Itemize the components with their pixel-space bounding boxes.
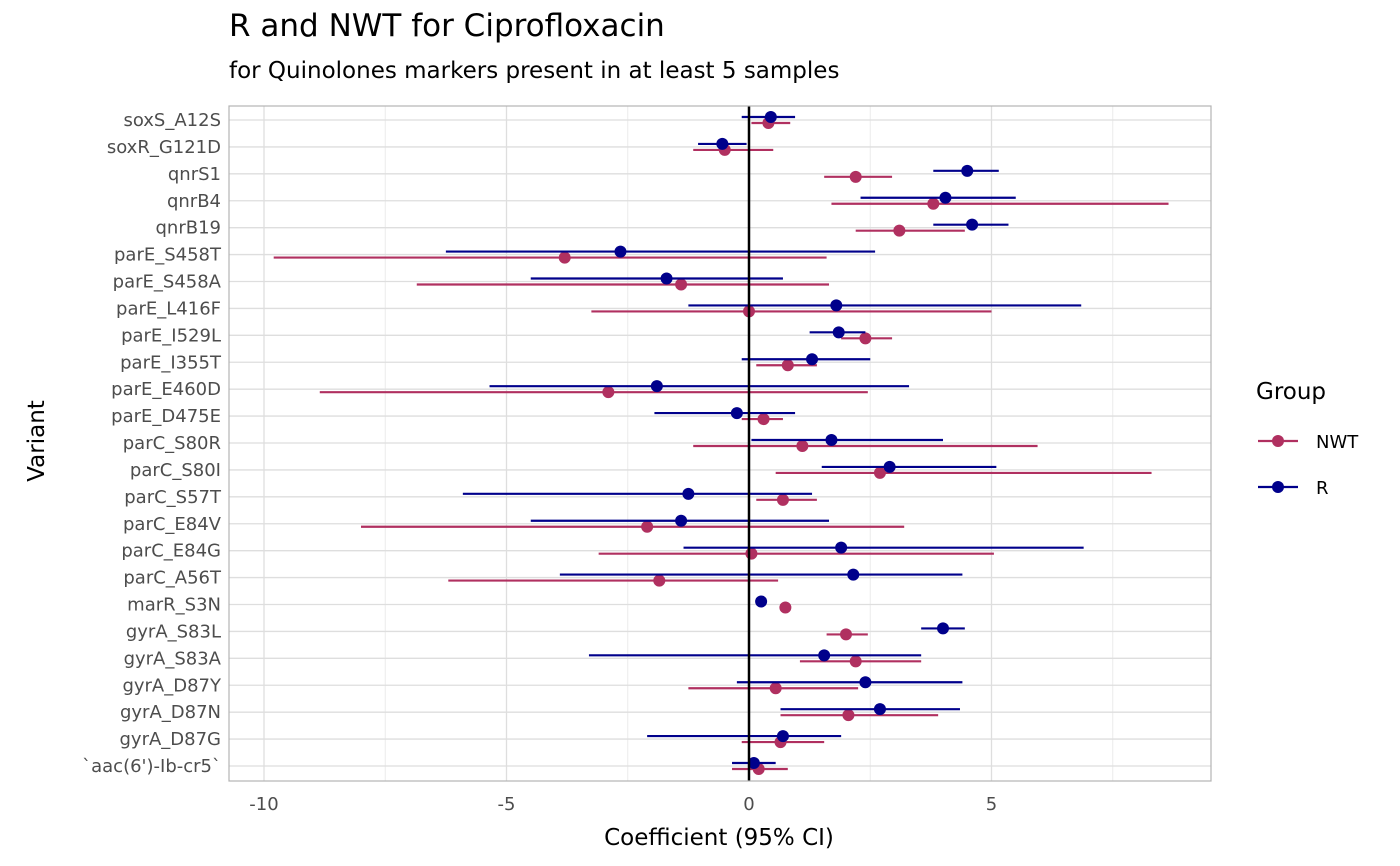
point-nwt (745, 547, 758, 560)
point-r (835, 541, 848, 554)
point-r (825, 434, 838, 446)
point-r (747, 757, 760, 769)
y-tick-label: qnrS1 (168, 164, 221, 185)
y-tick-label: soxR_G121D (107, 137, 221, 158)
point-r (764, 111, 777, 123)
point-nwt (927, 197, 940, 210)
y-tick-label: soxS_A12S (123, 110, 221, 131)
point-r (937, 622, 949, 635)
y-tick-label: parC_S57T (124, 487, 222, 508)
point-r (966, 218, 979, 231)
point-r (961, 164, 974, 177)
point-r (830, 299, 843, 312)
point-r (873, 703, 886, 716)
y-tick-label: parE_D475E (111, 406, 221, 427)
point-r (776, 730, 789, 743)
point-r (832, 326, 845, 339)
chart-title: R and NWT for Ciprofloxacin (229, 8, 665, 44)
point-nwt (796, 440, 809, 452)
x-tick-label: -5 (498, 794, 516, 815)
point-nwt (873, 466, 886, 479)
x-axis-title: Coefficient (95% CI) (604, 825, 834, 851)
point-nwt (641, 520, 654, 533)
legend-label: R (1316, 478, 1329, 499)
point-r (939, 191, 952, 204)
y-tick-label: gyrA_S83L (126, 621, 221, 642)
point-nwt (757, 413, 770, 426)
point-nwt (893, 224, 906, 237)
point-nwt (602, 386, 615, 399)
point-nwt (675, 278, 688, 291)
point-nwt (849, 170, 862, 183)
y-tick-label: parC_S80R (123, 433, 221, 454)
y-tick-label: gyrA_D87Y (122, 675, 222, 696)
point-nwt (776, 493, 789, 506)
point-nwt (769, 682, 782, 695)
point-r (883, 460, 896, 473)
legend-key-point (1272, 435, 1284, 447)
y-tick-label: gyrA_D87N (120, 702, 221, 723)
point-r (682, 487, 695, 500)
x-tick-label: -10 (249, 794, 278, 815)
plot-panel: soxS_A12S soxR_G121D qnrS1 qnrB4 qnrB19 parE_… (82, 105, 1212, 815)
y-tick-label: `aac(6')-Ib-cr5` (82, 756, 221, 777)
legend-label: NWT (1316, 432, 1359, 453)
point-nwt (653, 574, 666, 587)
y-tick-label: parE_E460D (111, 379, 221, 400)
legend-key-point (1272, 481, 1284, 493)
chart-subtitle: for Quinolones markers present in at lea… (229, 58, 840, 84)
y-tick-label: parE_L416F (116, 298, 221, 319)
y-tick-label: gyrA_S83A (124, 648, 222, 669)
y-tick-label: parE_I355T (120, 352, 222, 373)
point-r (818, 649, 831, 662)
y-tick-label: gyrA_D87G (119, 729, 221, 750)
point-r (730, 407, 743, 420)
point-r (716, 137, 729, 150)
point-nwt (781, 359, 794, 372)
x-tick-label: 0 (743, 794, 754, 815)
point-r (614, 245, 627, 258)
y-tick-label: parC_S80I (130, 460, 221, 481)
point-nwt (842, 709, 855, 722)
y-axis-title: Variant (24, 400, 50, 482)
y-tick-label: parE_S458T (114, 245, 222, 266)
point-r (675, 514, 688, 527)
point-r (650, 380, 663, 393)
point-r (806, 353, 819, 366)
x-tick-label: 5 (986, 794, 997, 815)
point-r (660, 272, 673, 285)
point-nwt (840, 628, 852, 641)
point-r (755, 595, 768, 608)
y-tick-label: parE_I529L (121, 325, 221, 346)
point-r (847, 568, 860, 581)
panel-border (228, 105, 1212, 782)
y-tick-label: parC_A56T (123, 568, 222, 589)
legend-title: Group (1256, 379, 1326, 405)
point-nwt (779, 601, 792, 614)
y-tick-label: qnrB19 (156, 218, 222, 239)
y-tick-label: parC_E84G (121, 541, 221, 562)
point-nwt (558, 251, 571, 264)
point-r (859, 676, 872, 689)
y-tick-label: parE_S458A (113, 272, 222, 293)
y-tick-label: marR_S3N (127, 595, 221, 616)
point-nwt (849, 655, 862, 668)
y-tick-label: qnrB4 (167, 191, 221, 212)
legend: Group NWT R (1256, 379, 1359, 499)
point-nwt (859, 332, 872, 345)
y-tick-label: parC_E84V (123, 514, 222, 535)
